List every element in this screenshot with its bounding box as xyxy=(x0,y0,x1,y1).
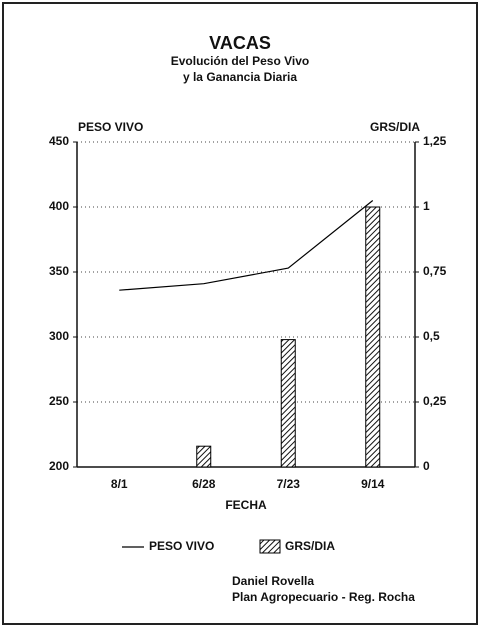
y2-tick-label: 1 xyxy=(423,199,430,213)
bar xyxy=(280,339,296,468)
y-tick-label: 450 xyxy=(49,134,69,148)
y-tick-label: 200 xyxy=(49,459,69,473)
x-tick-label: 9/14 xyxy=(361,477,385,491)
y2-tick-label: 0,25 xyxy=(423,394,447,408)
legend-label: GRS/DIA xyxy=(285,539,335,553)
chart-title: VACAS xyxy=(209,33,271,53)
y-tick-label: 350 xyxy=(49,264,69,278)
legend-swatch xyxy=(259,539,281,554)
y-axis-label: PESO VIVO xyxy=(78,120,143,134)
x-axis-label: FECHA xyxy=(225,498,267,512)
footer: Plan Agropecuario - Reg. Rocha xyxy=(232,590,415,604)
y-tick-label: 400 xyxy=(49,199,69,213)
legend-label: PESO VIVO xyxy=(149,539,214,553)
footer: Daniel Rovella xyxy=(232,574,314,588)
bar xyxy=(365,206,381,468)
y2-tick-label: 1,25 xyxy=(423,134,447,148)
y-tick-label: 250 xyxy=(49,394,69,408)
x-tick-label: 8/1 xyxy=(111,477,128,491)
y2-axis-label: GRS/DIA xyxy=(370,120,420,134)
y2-tick-label: 0,5 xyxy=(423,329,440,343)
subtitle: Evolución del Peso Vivo xyxy=(171,54,310,68)
y2-tick-label: 0,75 xyxy=(423,264,447,278)
subtitle: y la Ganancia Diaria xyxy=(183,70,297,84)
y-tick-label: 300 xyxy=(49,329,69,343)
bar xyxy=(196,445,212,468)
line xyxy=(119,200,374,291)
x-tick-label: 7/23 xyxy=(277,477,301,491)
y2-tick-label: 0 xyxy=(423,459,430,473)
x-tick-label: 6/28 xyxy=(192,477,216,491)
